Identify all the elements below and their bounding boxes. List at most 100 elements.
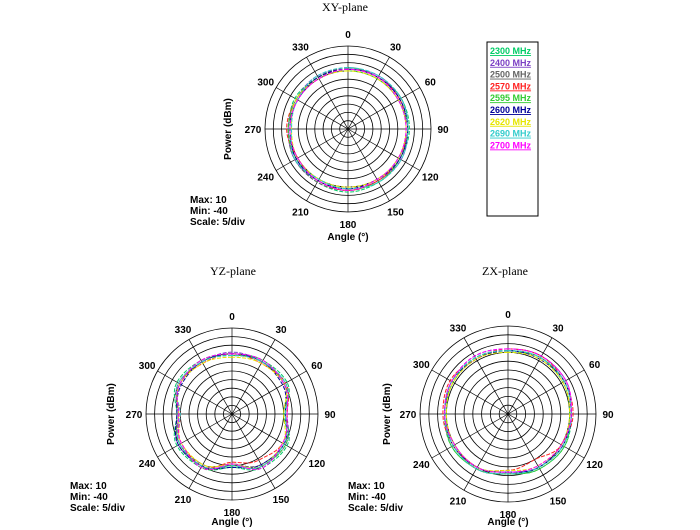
angle-tick-label: 180	[224, 508, 241, 519]
angle-tick-label: 300	[413, 360, 430, 371]
angle-tick-label: 210	[450, 497, 467, 508]
y-axis-label: Power (dBm)	[223, 98, 234, 160]
series-line-2620-mhz	[445, 351, 571, 472]
grid-spoke	[431, 413, 509, 459]
chart-title: ZX-plane	[482, 264, 528, 278]
info-text: Max: 10	[70, 481, 107, 492]
info-text: Max: 10	[348, 481, 385, 492]
angle-tick-label: 150	[273, 495, 290, 506]
grid-spoke	[231, 339, 276, 415]
grid-spoke	[347, 56, 390, 130]
grid-spoke	[347, 128, 421, 171]
angle-tick-label: 270	[126, 410, 143, 421]
info-text: Min: -40	[348, 492, 386, 503]
angle-tick-label: 270	[400, 410, 417, 421]
grid-spoke	[188, 339, 233, 415]
series-line-2700-mhz	[444, 348, 572, 473]
info-text: Min: -40	[190, 206, 228, 217]
grid-spoke	[231, 413, 307, 458]
legend-box	[486, 41, 539, 217]
grid-spoke	[507, 413, 585, 459]
angle-tick-label: 240	[139, 459, 156, 470]
series-line-2620-mhz	[291, 70, 407, 188]
y-axis-label: Power (dBm)	[106, 383, 117, 445]
series-line-2700-mhz	[289, 68, 407, 191]
angle-tick-label: 330	[175, 325, 192, 336]
grid-spoke	[306, 128, 349, 202]
angle-tick-label: 30	[390, 43, 402, 54]
x-axis-label: Angle (°)	[211, 517, 252, 528]
info-text: Max: 10	[190, 195, 227, 206]
grid-spoke	[157, 413, 233, 458]
legend-entry: 2595 MHz	[490, 93, 532, 103]
grid-spoke	[188, 413, 233, 489]
legend-entry: 2690 MHz	[490, 129, 532, 139]
grid-spoke	[347, 128, 390, 202]
series-line-2300-mhz	[173, 353, 290, 471]
angle-tick-label: 180	[340, 220, 357, 231]
angle-tick-label: 210	[292, 207, 309, 218]
y-axis-label: Power (dBm)	[382, 383, 393, 445]
grid-spoke	[463, 337, 509, 415]
angle-tick-label: 90	[437, 125, 449, 136]
series-line-2500-mhz	[175, 355, 288, 468]
series-line-2690-mhz	[175, 355, 289, 470]
angle-tick-label: 210	[175, 495, 192, 506]
grid-spoke	[306, 56, 349, 130]
polar-chart-xy-plane: XY-plane 0 330 300 270 240 210 180 150 120 90 60 30 P…	[190, 0, 449, 243]
series-line-2700-mhz	[176, 353, 289, 470]
angle-tick-label: 120	[586, 460, 603, 471]
grid-spoke	[231, 370, 307, 415]
grid-spoke	[507, 369, 585, 415]
angle-tick-label: 60	[425, 78, 437, 89]
chart-title: XY-plane	[322, 0, 368, 14]
angle-tick-label: 270	[245, 125, 262, 136]
x-axis-label: Angle (°)	[327, 232, 368, 243]
angle-tick-label: 90	[602, 410, 614, 421]
legend-entry: 2500 MHz	[490, 70, 532, 80]
angle-tick-label: 150	[550, 497, 567, 508]
legend-entry: 2700 MHz	[490, 140, 532, 150]
angle-tick-label: 240	[413, 460, 430, 471]
chart-title: YZ-plane	[210, 264, 256, 278]
legend-entry: 2570 MHz	[490, 81, 532, 91]
series-line-2300-mhz	[289, 67, 410, 193]
grid-spoke	[463, 413, 509, 491]
legend-entry: 2600 MHz	[490, 105, 532, 115]
grid-spoke	[275, 128, 349, 171]
grid-spoke	[431, 369, 509, 415]
angle-tick-label: 90	[324, 410, 336, 421]
series-line-2600-mhz	[174, 353, 288, 470]
legend-entry: 2300 MHz	[490, 46, 532, 56]
info-text: Scale: 5/div	[70, 503, 125, 514]
info-text: Scale: 5/div	[190, 217, 245, 228]
angle-tick-label: 60	[311, 361, 323, 372]
legend-entry: 2400 MHz	[490, 58, 532, 68]
grid-spoke	[507, 337, 553, 415]
angle-tick-label: 0	[345, 30, 351, 41]
angle-tick-label: 330	[292, 43, 309, 54]
grid-spoke	[275, 87, 349, 130]
angle-tick-label: 120	[422, 173, 439, 184]
info-text: Scale: 5/div	[348, 503, 403, 514]
info-text: Min: -40	[70, 492, 108, 503]
angle-tick-label: 330	[450, 323, 467, 334]
x-axis-label: Angle (°)	[487, 517, 528, 528]
grid-spoke	[231, 413, 276, 489]
angle-tick-label: 180	[500, 510, 517, 521]
angle-tick-label: 120	[309, 459, 326, 470]
angle-tick-label: 0	[505, 310, 511, 321]
grid-spoke	[157, 370, 233, 415]
polar-chart-yz-plane: YZ-plane 0 330 300 270 240 210 180 150 120 90 60 30 P…	[70, 264, 336, 528]
polar-chart-zx-plane: ZX-plane 0 330 300 270 240 210 180 150 120 90 60 30 P…	[348, 264, 614, 528]
angle-tick-label: 300	[257, 78, 274, 89]
legend-entry: 2620 MHz	[490, 117, 532, 127]
angle-tick-label: 30	[275, 325, 287, 336]
grid-spoke	[347, 87, 421, 130]
angle-tick-label: 240	[257, 173, 274, 184]
grid-spoke	[507, 413, 553, 491]
angle-tick-label: 300	[139, 361, 156, 372]
angle-tick-label: 0	[229, 312, 235, 323]
